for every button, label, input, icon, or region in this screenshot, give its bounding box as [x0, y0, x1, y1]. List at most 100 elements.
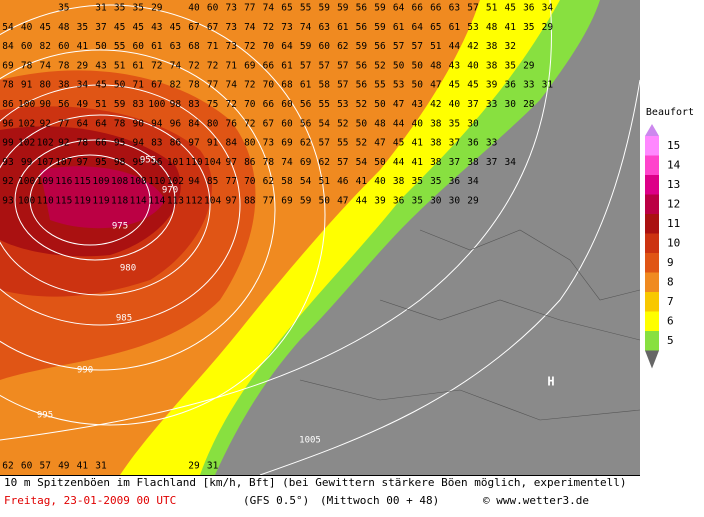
grid-value: 110	[185, 157, 202, 168]
grid-value: 47	[393, 99, 404, 110]
grid-value: 45	[467, 80, 478, 91]
grid-value: 66	[430, 3, 442, 14]
legend-label: 14	[667, 158, 681, 171]
grid-value: 57	[467, 3, 478, 14]
grid-value: 44	[449, 41, 461, 52]
grid-value: 36	[393, 196, 405, 207]
grid-value: 114	[148, 196, 165, 207]
grid-value: 102	[167, 176, 184, 187]
grid-value: 100	[148, 99, 165, 110]
grid-value: 97	[77, 157, 88, 168]
grid-value: 36	[449, 176, 461, 187]
grid-value: 84	[188, 118, 200, 129]
grid-value: 69	[2, 60, 14, 71]
grid-value: 41	[77, 461, 89, 472]
grid-value: 72	[151, 60, 162, 71]
grid-value: 72	[244, 118, 255, 129]
grid-value: 35	[411, 176, 422, 187]
grid-value: 38	[430, 138, 442, 149]
grid-value: 61	[151, 41, 163, 52]
grid-value: 65	[281, 3, 292, 14]
grid-value: 55	[374, 80, 385, 91]
grid-value: 28	[523, 99, 535, 110]
legend-swatch	[645, 175, 659, 195]
grid-value: 69	[300, 157, 312, 168]
grid-value: 56	[300, 99, 312, 110]
grid-value: 55	[337, 138, 348, 149]
grid-value: 52	[356, 138, 367, 149]
grid-value: 53	[393, 80, 404, 91]
borders	[299, 229, 641, 421]
grid-value: 66	[263, 99, 275, 110]
isobar-label: 980	[120, 264, 136, 274]
grid-value: 73	[225, 41, 236, 52]
grid-value: 108	[111, 176, 128, 187]
grid-value: 71	[225, 60, 237, 71]
footer-description: 10 m Spitzenböen im Flachland [km/h, Bft…	[4, 476, 627, 489]
grid-value: 36	[467, 138, 479, 149]
isobar-label: 970	[162, 186, 178, 196]
grid-value: 31	[95, 461, 107, 472]
grid-value: 88	[244, 196, 256, 207]
grid-value: 71	[207, 41, 219, 52]
grid-value: 54	[356, 157, 368, 168]
grid-value: 49	[77, 99, 89, 110]
grid-value: 69	[244, 60, 256, 71]
grid-value: 41	[356, 176, 368, 187]
grid-value: 45	[170, 22, 181, 33]
grid-value: 109	[37, 176, 54, 187]
map: 35 31 35 35 29 40 60 73 77 74 65 55 59 59 56 59 64 66 66 63…	[0, 0, 641, 476]
grid-value: 67	[263, 118, 274, 129]
grid-value: 39	[374, 196, 386, 207]
footer-credit: © www.wetter3.de	[483, 494, 589, 507]
legend-swatch	[645, 155, 659, 175]
grid-value: 44	[393, 118, 405, 129]
grid-value: 74	[244, 22, 256, 33]
grid-value: 86	[244, 157, 256, 168]
land-area	[215, 0, 640, 475]
grid-value: 102	[37, 138, 54, 149]
grid-value: 60	[281, 118, 293, 129]
grid-value: 63	[318, 22, 329, 33]
grid-value: 72	[207, 60, 218, 71]
grid-value: 35	[411, 196, 422, 207]
legend-swatch	[645, 214, 659, 234]
grid-value: 33	[486, 138, 497, 149]
grid-value: 68	[281, 80, 293, 91]
grid-value: 44	[393, 157, 405, 168]
grid-value: 110	[148, 176, 165, 187]
grid-value: 42	[467, 41, 478, 52]
grid-value: 51	[486, 3, 498, 14]
grid-value: 102	[18, 118, 35, 129]
grid-value: 37	[95, 22, 106, 33]
legend-swatch	[645, 194, 659, 214]
grid-value: 29	[77, 60, 89, 71]
grid-value: 31	[207, 461, 219, 472]
grid-value: 55	[114, 41, 125, 52]
grid-value: 77	[207, 80, 218, 91]
grid-value: 99	[21, 157, 33, 168]
grid-value: 74	[39, 60, 51, 71]
value-grid: 35 31 35 35 29 40 60 73 77 74 65 55 59 59 56 59 64 66 66 63…	[2, 3, 553, 472]
grid-value: 70	[244, 176, 256, 187]
grid-value: 63	[170, 41, 181, 52]
legend-label: 15	[667, 139, 680, 152]
grid-value: 60	[207, 3, 219, 14]
grid-value: 52	[374, 60, 385, 71]
grid-value: 83	[188, 99, 199, 110]
grid-value: 36	[523, 3, 535, 14]
grid-value: 119	[92, 196, 109, 207]
grid-value: 37	[486, 157, 497, 168]
grid-value: 51	[114, 60, 126, 71]
grid-value: 35	[523, 22, 534, 33]
grid-value: 37	[449, 157, 460, 168]
grid-value: 58	[318, 80, 330, 91]
grid-value: 61	[449, 22, 461, 33]
grid-value: 35	[132, 3, 143, 14]
grid-value: 40	[467, 60, 479, 71]
grid-value: 104	[204, 157, 221, 168]
grid-value: 100	[18, 196, 35, 207]
grid-value: 95	[95, 157, 106, 168]
grid-value: 100	[18, 99, 35, 110]
grid-value: 80	[244, 138, 256, 149]
